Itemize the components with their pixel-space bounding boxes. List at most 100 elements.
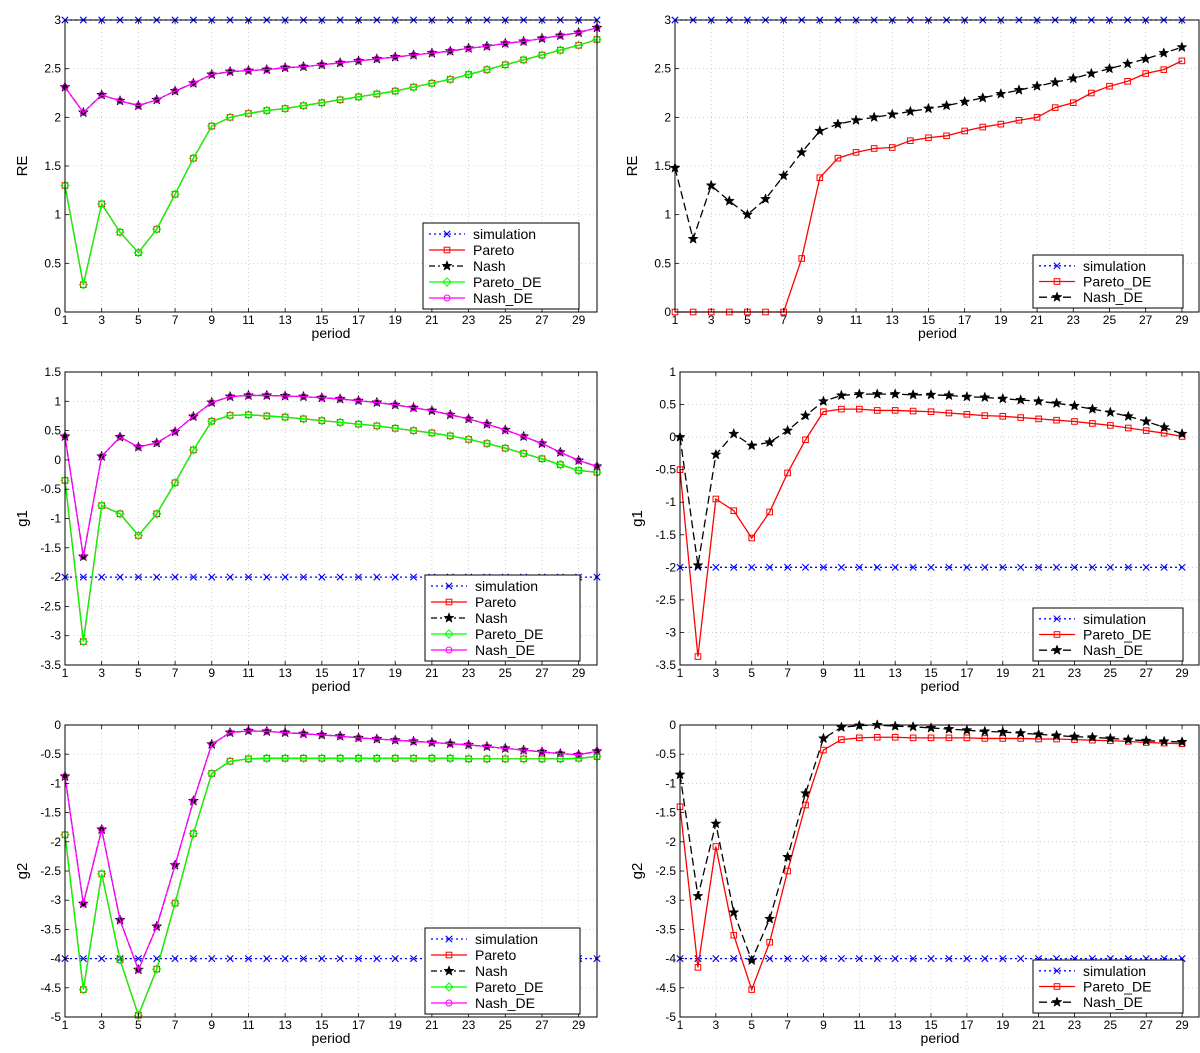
legend-label-Nash_DE: Nash_DE — [1083, 642, 1143, 658]
y-tick-label: -5 — [665, 1010, 676, 1024]
data-point-Pareto_DE — [482, 438, 492, 449]
data-point-Pareto_DE — [353, 753, 364, 763]
data-point-simulation — [116, 573, 124, 581]
data-point-simulation — [244, 955, 253, 963]
data-point-Pareto_DE — [927, 734, 935, 742]
chart-panel-4: 1 3 5 7 9 11 13 15 17 19 21 23 25 27 29-3.5-3-2.5-2-1.… — [629, 365, 1200, 694]
data-point-Pareto_DE — [856, 405, 863, 413]
y-tick-label: -2 — [665, 835, 676, 849]
data-point-Pareto_DE — [463, 754, 474, 764]
data-point-Nash_DE — [961, 724, 973, 736]
data-point-Nash_DE — [116, 97, 124, 105]
x-tick-label: 21 — [1032, 666, 1046, 680]
x-tick-label: 19 — [389, 1018, 403, 1032]
y-tick-label: -3.5 — [40, 922, 61, 936]
data-point-Nash_DE — [208, 71, 216, 79]
data-point-Nash_DE — [428, 407, 436, 415]
data-point-simulation — [909, 563, 917, 571]
data-point-Nash_DE — [1103, 62, 1116, 74]
data-point-Pareto_DE — [152, 224, 162, 234]
data-point-Nash_DE — [871, 388, 883, 399]
data-point-Nash_DE — [556, 448, 564, 456]
legend-label-simulation: simulation — [475, 931, 538, 947]
y-tick-label: 1.5 — [654, 159, 671, 173]
data-point-Nash_DE — [1158, 735, 1170, 747]
data-point-Nash_DE — [226, 393, 234, 401]
data-point-simulation — [153, 573, 161, 581]
data-point-simulation — [171, 955, 179, 963]
data-point-Pareto — [135, 249, 142, 256]
y-tick-label: 2.5 — [44, 62, 61, 76]
data-point-Pareto_DE — [1033, 114, 1041, 121]
data-point-Nash_DE — [764, 436, 776, 448]
x-tick-label: 21 — [1032, 1018, 1046, 1032]
data-point-Nash_DE — [373, 398, 381, 406]
x-tick-label: 29 — [1175, 666, 1189, 680]
data-point-Nash_DE — [134, 966, 142, 974]
data-point-Pareto_DE — [170, 478, 180, 488]
x-tick-label: 23 — [1068, 666, 1082, 680]
data-point-simulation — [837, 563, 845, 571]
data-point-Nash_DE — [710, 448, 722, 460]
data-point-simulation — [189, 573, 198, 581]
data-point-Nash_DE — [759, 193, 772, 204]
x-tick-label: 17 — [352, 666, 366, 680]
legend-marker-Nash — [441, 260, 453, 271]
data-point-Nash_DE — [1176, 736, 1188, 747]
series-Nash_DE — [669, 41, 1188, 244]
data-point-Nash_DE — [1086, 403, 1099, 414]
y-tick-label: -1.5 — [40, 806, 61, 820]
data-point-Pareto_DE — [1015, 116, 1023, 124]
x-tick-label: 27 — [1140, 666, 1154, 680]
data-point-Nash_DE — [922, 102, 935, 114]
data-point-Nash_DE — [723, 195, 735, 206]
series-Nash_DE — [61, 24, 601, 116]
y-tick-label: 2 — [664, 110, 671, 124]
y-tick-label: 0 — [54, 718, 61, 732]
data-point-Pareto_DE — [766, 938, 773, 946]
data-point-Pareto_DE — [408, 82, 419, 92]
x-tick-label: 17 — [958, 313, 972, 327]
y-tick-label: 0 — [669, 718, 676, 732]
data-point-Nash_DE — [483, 42, 491, 50]
x-tick-label: 27 — [535, 1018, 549, 1032]
y-tick-label: -2.5 — [40, 599, 61, 613]
data-point-simulation — [927, 563, 935, 571]
y-tick-label: -0.5 — [40, 482, 61, 496]
data-point-Pareto — [208, 417, 216, 425]
data-point-simulation — [299, 573, 308, 581]
data-point-Pareto_DE — [243, 754, 254, 764]
data-point-Pareto_DE — [891, 733, 899, 741]
chart-panel-2: 1 3 5 7 9 11 13 15 17 19 21 23 25 27 2900.511.522.53pe… — [624, 13, 1200, 341]
y-tick-label: -3 — [50, 629, 61, 643]
y-tick-label: -3 — [50, 893, 61, 907]
data-point-simulation — [766, 955, 774, 963]
data-point-Pareto_DE — [500, 754, 510, 764]
data-point-Pareto_DE — [353, 92, 364, 102]
data-point-simulation — [1088, 563, 1096, 571]
data-point-Pareto_DE — [188, 153, 199, 163]
x-tick-label: 27 — [1139, 313, 1153, 327]
data-point-Nash_DE — [1015, 394, 1027, 405]
data-point-Pareto_DE — [945, 409, 953, 417]
legend-label-Pareto: Pareto — [473, 242, 514, 258]
data-point-Nash_DE — [850, 114, 862, 126]
data-point-Pareto — [153, 965, 161, 973]
data-point-Nash_DE — [1140, 734, 1152, 746]
data-point-Pareto_DE — [482, 754, 492, 764]
data-point-Nash_DE — [318, 731, 326, 739]
data-point-Pareto — [171, 190, 179, 198]
data-point-Nash_DE — [943, 389, 955, 401]
data-point-Nash_DE — [997, 392, 1009, 404]
data-point-Pareto_DE — [152, 964, 162, 974]
data-point-Nash_DE — [465, 741, 473, 749]
y-tick-label: 1 — [669, 365, 676, 379]
data-point-Nash_DE — [977, 91, 989, 103]
x-tick-label: 23 — [1068, 1018, 1082, 1032]
data-point-Nash_DE — [799, 787, 812, 799]
series-line-Pareto_DE — [679, 736, 1183, 992]
data-point-Pareto_DE — [979, 123, 987, 131]
data-point-simulation — [299, 955, 308, 963]
data-point-Pareto_DE — [445, 431, 455, 441]
